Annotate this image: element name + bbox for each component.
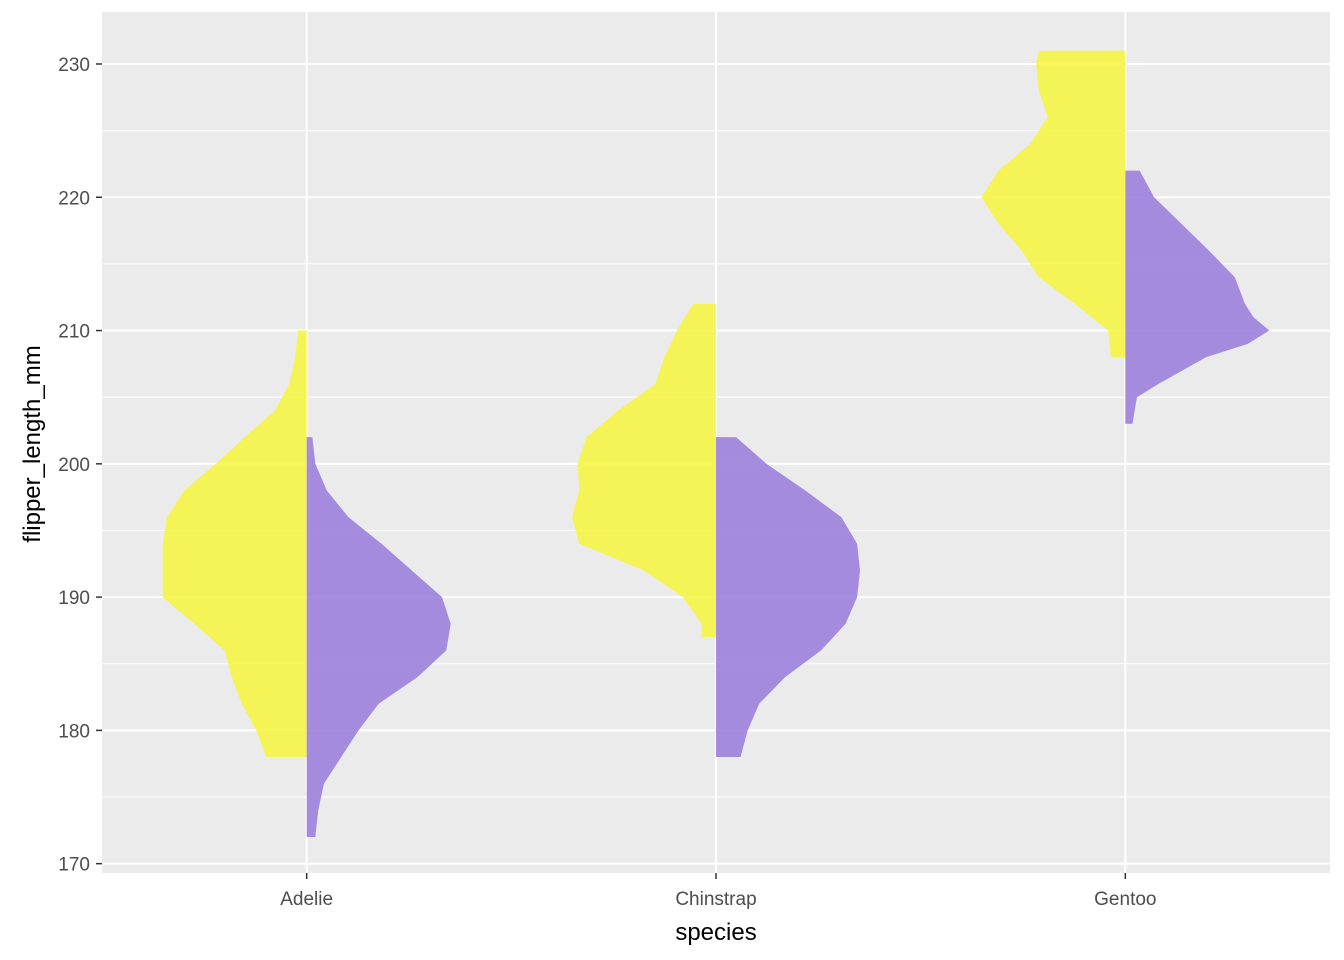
y-tick-label: 210 bbox=[58, 322, 90, 343]
violin-chinstrap-left bbox=[572, 303, 716, 638]
x-tick-label: Adelie bbox=[280, 889, 333, 910]
violin-gentoo-right bbox=[1125, 170, 1270, 424]
y-axis: 170 180 190 200 210 220 230 bbox=[58, 55, 102, 876]
y-tick-label: 190 bbox=[58, 588, 90, 609]
violin-layer bbox=[162, 50, 1270, 838]
y-tick-label: 220 bbox=[58, 188, 90, 209]
violin-adelie-left bbox=[162, 330, 307, 758]
violin-adelie-right bbox=[306, 437, 451, 838]
y-tick-label: 180 bbox=[58, 721, 90, 742]
x-tick-label: Gentoo bbox=[1094, 889, 1156, 910]
y-axis-title: flipper_length_mm bbox=[19, 345, 46, 542]
y-tick-label: 230 bbox=[58, 55, 90, 76]
violin-chinstrap-right bbox=[716, 437, 860, 758]
y-tick-label: 200 bbox=[58, 455, 90, 476]
violin-gentoo-left bbox=[981, 50, 1126, 358]
x-axis: Adelie Chinstrap Gentoo bbox=[280, 873, 1156, 910]
x-tick-label: Chinstrap bbox=[675, 889, 756, 910]
y-tick-label: 170 bbox=[58, 855, 90, 876]
x-axis-title: species bbox=[675, 919, 756, 946]
